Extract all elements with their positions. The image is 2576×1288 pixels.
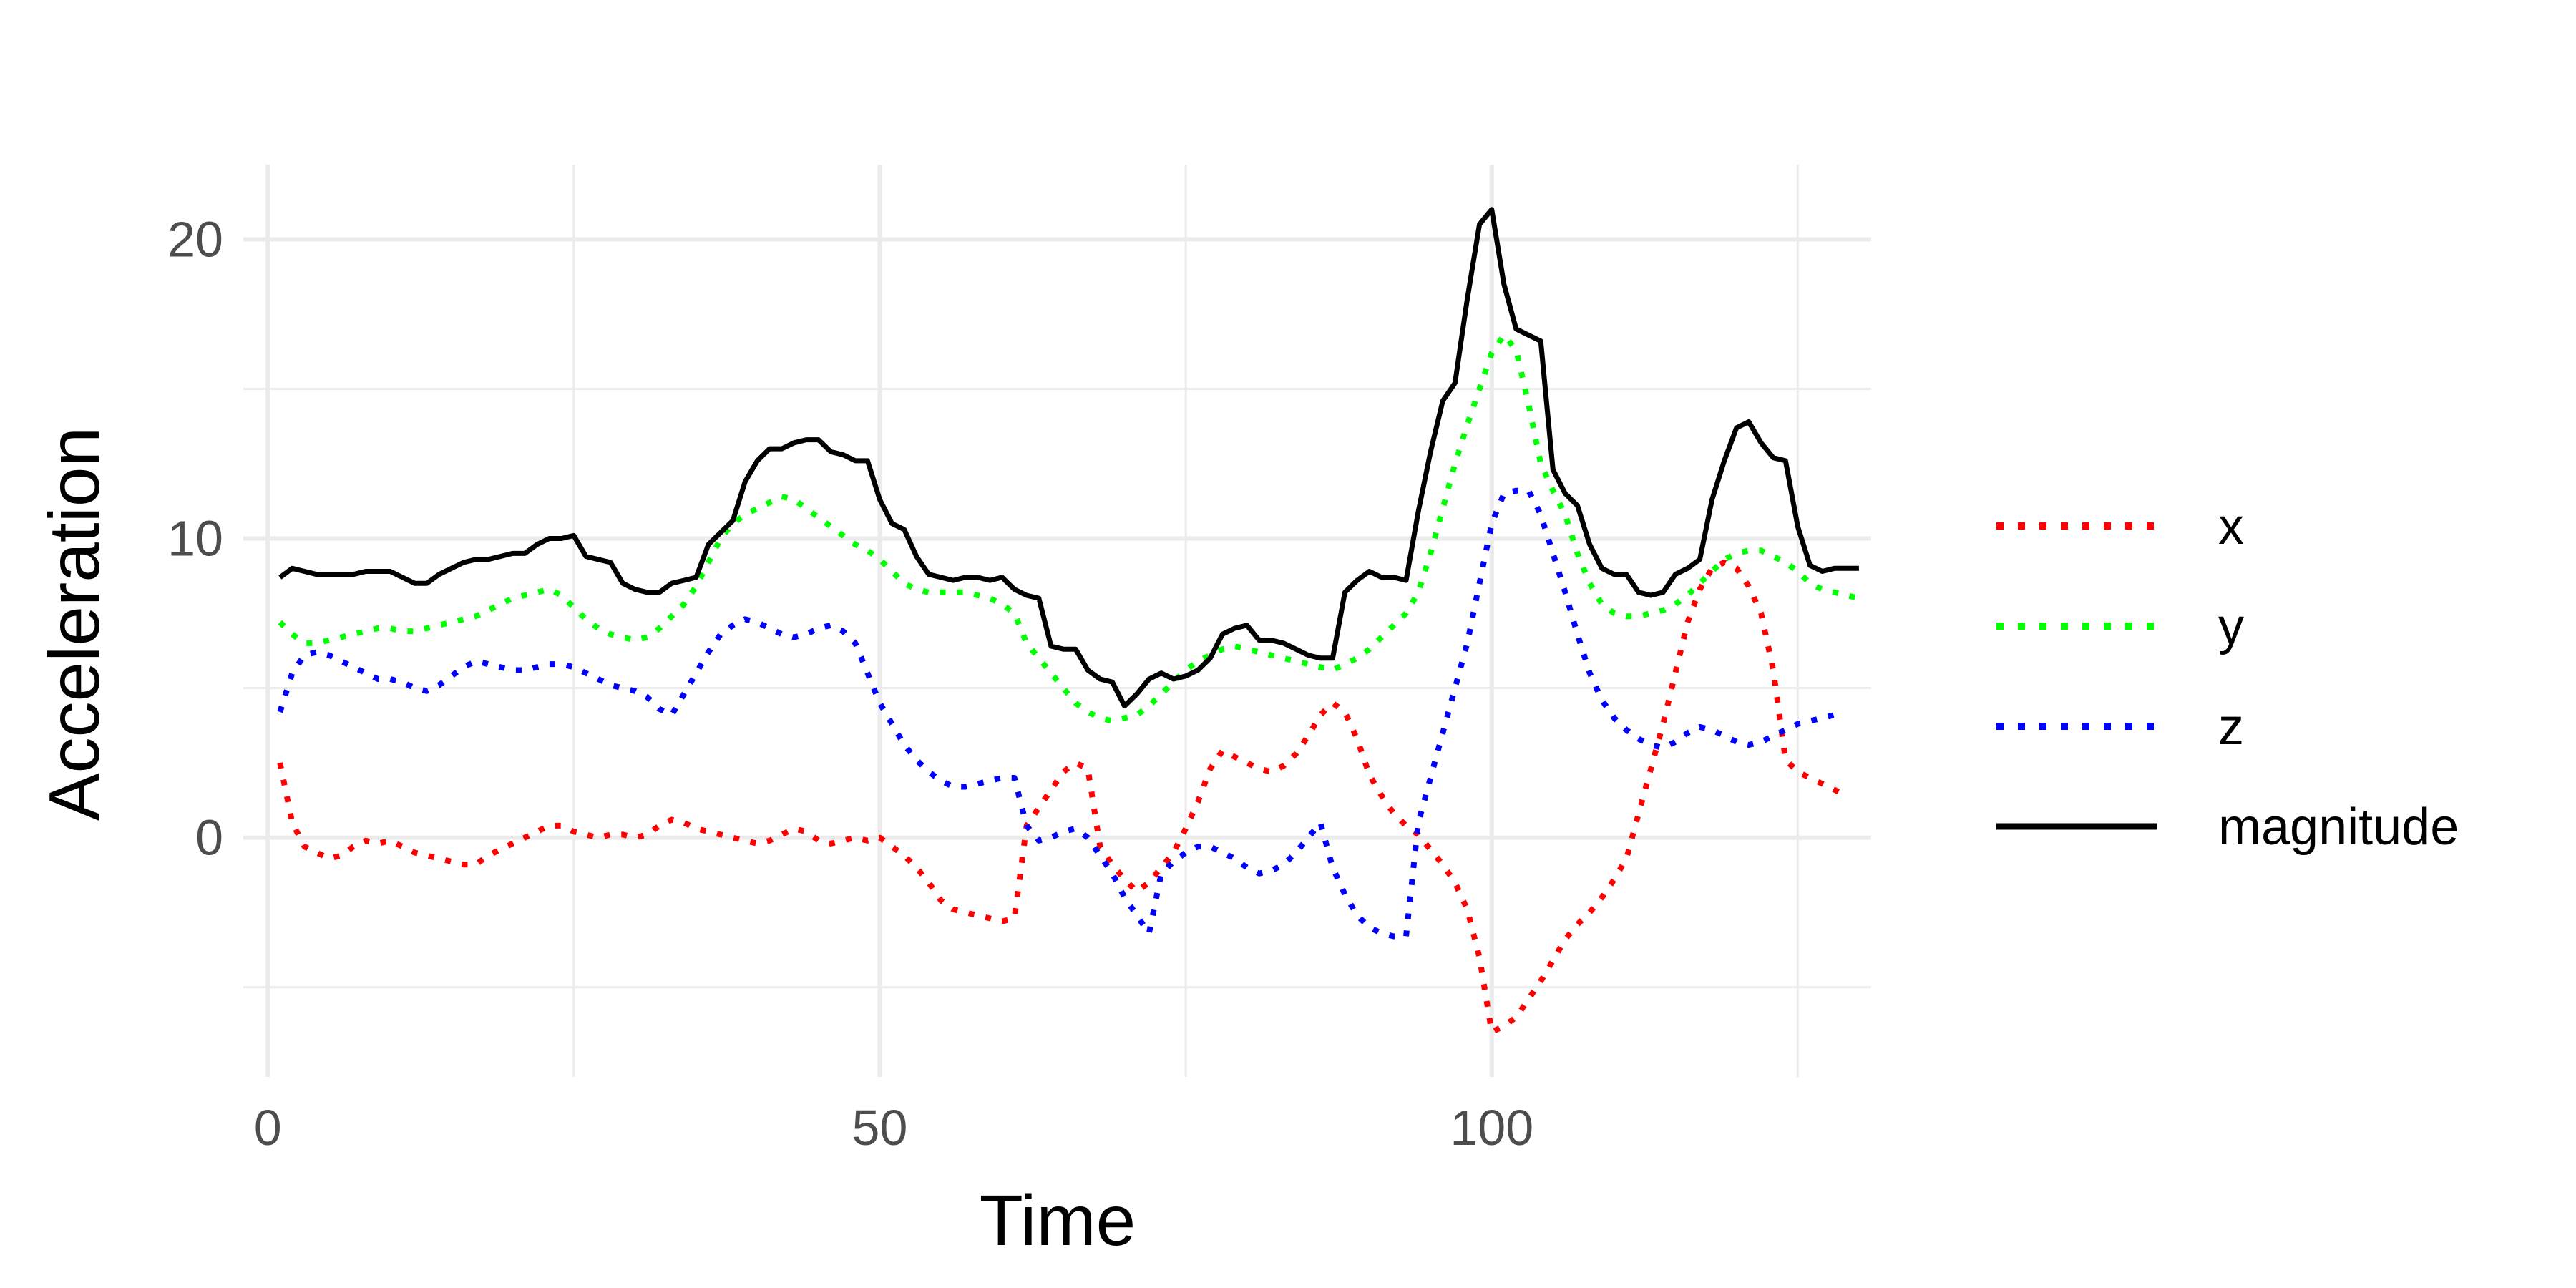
series-line-x [277, 560, 1848, 1035]
y-axis-title: Acceleration [34, 427, 114, 821]
legend-label-x: x [2218, 498, 2244, 555]
legend-label-y: y [2218, 598, 2244, 655]
tick-labels: 0 50 100 0 10 20 [167, 212, 1533, 1156]
y-tick-label: 20 [167, 212, 223, 268]
legend: xyz magnitude [1996, 498, 2459, 856]
x-tick-label: 0 [254, 1100, 282, 1156]
y-tick-label: 0 [195, 810, 223, 866]
x-tick-label: 100 [1450, 1100, 1533, 1156]
legend-label-z: z [2218, 698, 2244, 756]
y-tick-label: 10 [167, 511, 223, 567]
legend-label-magnitude: magnitude [2218, 799, 2459, 856]
x-axis-title: Time [980, 1181, 1136, 1261]
plot-series [277, 207, 1860, 1035]
grid [243, 165, 1871, 1077]
series-line-magnitude [278, 207, 1859, 709]
series-line-y [278, 332, 1860, 724]
series-line-z [277, 487, 1835, 940]
x-tick-label: 50 [852, 1100, 908, 1156]
